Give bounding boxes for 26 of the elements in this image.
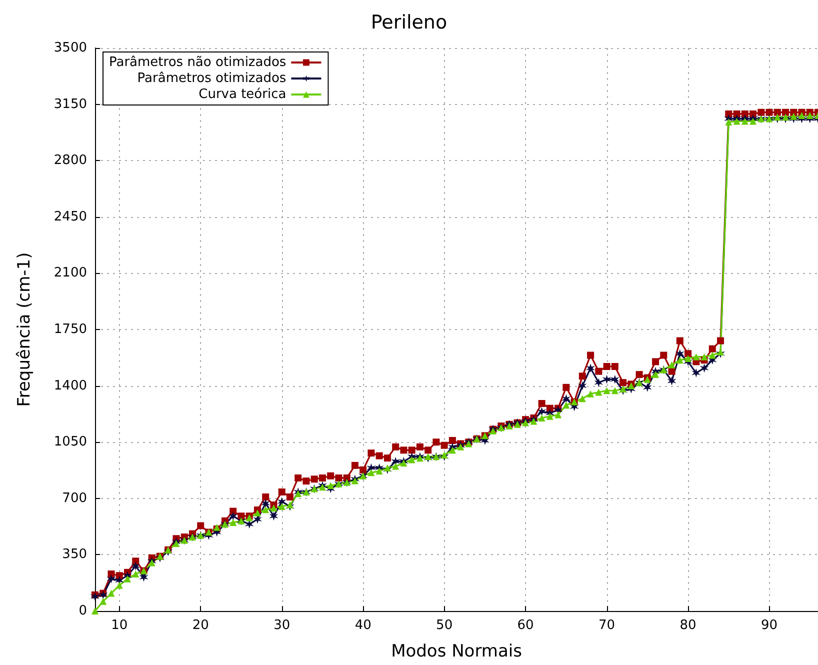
legend-label: Curva teórica xyxy=(198,87,286,102)
y-tick-label: 2450 xyxy=(54,209,87,224)
x-tick-label: 70 xyxy=(598,618,616,633)
x-tick-label: 80 xyxy=(680,618,696,633)
x-axis-title: Modos Normais xyxy=(391,642,522,662)
y-tick-label: 1400 xyxy=(54,378,87,394)
y-tick-label: 700 xyxy=(62,490,87,506)
y-tick-label: 2800 xyxy=(54,153,87,168)
y-tick-label: 1750 xyxy=(54,322,87,337)
y-tick-label: 3150 xyxy=(54,96,87,112)
y-tick-label: 3500 xyxy=(54,40,87,56)
x-tick-label: 50 xyxy=(436,618,453,633)
x-tick-label: 30 xyxy=(274,618,290,633)
x-tick-label: 10 xyxy=(111,618,128,633)
y-tick-label: 0 xyxy=(78,604,87,618)
y-tick-label: 350 xyxy=(62,547,87,562)
y-axis-title: Frequência (cm-1) xyxy=(14,252,34,407)
x-tick-label: 60 xyxy=(517,618,534,633)
x-tick-label: 90 xyxy=(760,618,778,633)
legend-label: Parâmetros não otimizados xyxy=(108,55,286,70)
legend-label: Parâmetros otimizados xyxy=(137,71,286,86)
x-tick-label: 40 xyxy=(354,618,372,633)
y-tick-label: 1050 xyxy=(54,434,87,450)
x-tick-label: 20 xyxy=(192,618,209,633)
chart-title: Perileno xyxy=(370,12,448,34)
y-tick-label: 2100 xyxy=(54,266,87,281)
